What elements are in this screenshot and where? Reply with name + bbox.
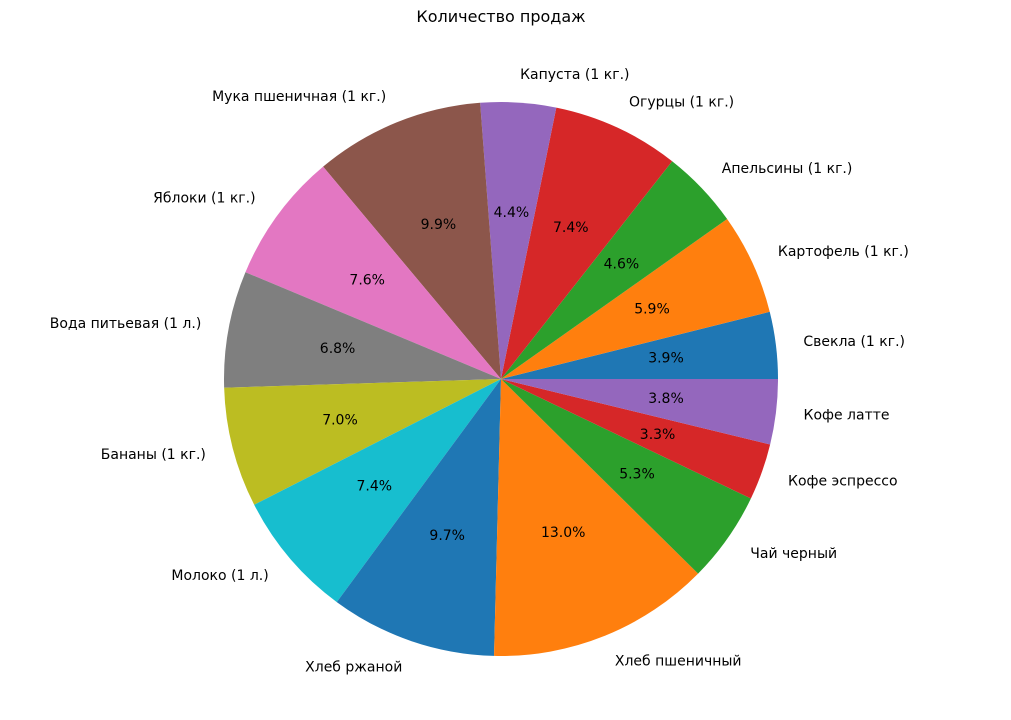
pie-slice [501, 161, 728, 379]
slice-percent-label: 7.6% [349, 273, 385, 289]
pie-slice [336, 379, 501, 656]
slice-percent-label: 3.3% [640, 427, 676, 443]
slice-category-label: Огурцы (1 кг.) [629, 95, 734, 111]
pie-slice [501, 379, 771, 499]
pie-slice [494, 379, 699, 656]
slice-percent-label: 7.4% [357, 479, 393, 495]
chart-title: Количество продаж [416, 7, 586, 26]
pie-slice [224, 379, 501, 505]
slice-percent-label: 4.6% [604, 257, 640, 273]
slice-category-label: Картофель (1 кг.) [778, 244, 909, 260]
slice-percent-label: 4.4% [494, 205, 530, 221]
pie-slice [501, 107, 673, 379]
slice-percent-label: 3.9% [648, 351, 684, 367]
slice-percent-label: 6.8% [320, 341, 356, 357]
pie-slice [501, 219, 770, 379]
pie-slice [254, 379, 501, 603]
slice-percent-label: 3.8% [648, 391, 684, 407]
slice-category-label: Свекла (1 кг.) [803, 334, 905, 350]
slice-category-label: Вода питьевая (1 л.) [50, 316, 202, 332]
slice-percent-label: 5.9% [634, 302, 670, 318]
pie-slice [224, 272, 501, 388]
pie-slice [323, 102, 501, 379]
slice-percent-label: 7.0% [322, 412, 358, 428]
slice-category-label: Молоко (1 л.) [171, 568, 268, 584]
slice-category-label: Кофе латте [804, 407, 890, 423]
pie-slice [501, 379, 751, 574]
slice-percent-label: 13.0% [541, 525, 585, 541]
slice-percent-label: 9.7% [429, 528, 465, 544]
pie-slice [480, 102, 557, 380]
slice-category-label: Кофе эспрессо [788, 473, 898, 489]
slice-category-label: Чай черный [750, 546, 837, 562]
slice-category-label: Бананы (1 кг.) [101, 447, 206, 463]
slice-category-label: Капуста (1 кг.) [520, 67, 629, 83]
pie-slice [501, 379, 778, 445]
slice-category-label: Яблоки (1 кг.) [153, 190, 255, 206]
slice-percent-label: 9.9% [421, 217, 457, 233]
pie-slice [245, 166, 501, 379]
slice-percent-label: 5.3% [619, 467, 655, 483]
slice-percent-label: 7.4% [553, 220, 589, 236]
pie-slice [501, 311, 778, 379]
slice-category-label: Хлеб пшеничный [615, 654, 742, 670]
slice-category-label: Хлеб ржаной [305, 659, 402, 675]
slice-category-label: Апельсины (1 кг.) [722, 161, 853, 177]
slice-category-label: Мука пшеничная (1 кг.) [212, 89, 386, 105]
